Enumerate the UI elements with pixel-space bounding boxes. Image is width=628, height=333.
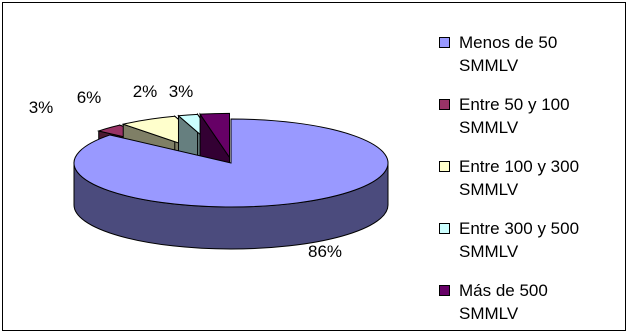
data-label: 86% <box>308 242 342 261</box>
legend-item-entre-300-y-500: Entre 300 y 500 SMMLV <box>439 217 625 279</box>
legend-label: Menos de 50 SMMLV <box>459 31 625 77</box>
legend-label-line2: SMMLV <box>459 304 519 323</box>
data-label: 3% <box>29 98 54 117</box>
legend-label-line2: SMMLV <box>459 118 519 137</box>
data-label: 6% <box>77 88 102 107</box>
legend-label-line2: SMMLV <box>459 56 519 75</box>
legend-label-line1: Más de 500 <box>459 281 548 300</box>
pie-chart: 86% 3% 6% 2% 3% <box>29 82 389 261</box>
legend-item-menos-de-50: Menos de 50 SMMLV <box>439 31 625 93</box>
legend-label: Entre 300 y 500 SMMLV <box>459 217 625 263</box>
legend-swatch <box>439 99 450 110</box>
legend-label-line1: Menos de 50 <box>459 33 558 52</box>
legend-item-entre-50-y-100: Entre 50 y 100 SMMLV <box>439 93 625 155</box>
legend-swatch <box>439 37 450 48</box>
legend-label: Más de 500 SMMLV <box>459 279 625 325</box>
pie-slice-group <box>73 118 389 250</box>
legend-swatch <box>439 161 450 172</box>
data-label: 2% <box>133 82 158 101</box>
pie-slice-top <box>73 118 389 208</box>
legend-item-entre-100-y-300: Entre 100 y 300 SMMLV <box>439 155 625 217</box>
data-label: 3% <box>169 82 194 101</box>
legend-swatch <box>439 223 450 234</box>
legend-item-mas-de-500: Más de 500 SMMLV <box>439 279 625 330</box>
legend-label-line1: Entre 300 y 500 <box>459 219 580 238</box>
pie-slice-top <box>199 112 230 160</box>
legend-swatch <box>439 285 450 296</box>
legend-label-line2: SMMLV <box>459 242 519 261</box>
legend-label: Entre 50 y 100 SMMLV <box>459 93 625 139</box>
legend-label-line1: Entre 50 y 100 <box>459 95 570 114</box>
legend-label-line1: Entre 100 y 300 <box>459 157 580 176</box>
legend-label-line2: SMMLV <box>459 180 519 199</box>
legend: Menos de 50 SMMLV Entre 50 y 100 SMMLV E… <box>439 31 625 330</box>
legend-label: Entre 100 y 300 SMMLV <box>459 155 625 201</box>
